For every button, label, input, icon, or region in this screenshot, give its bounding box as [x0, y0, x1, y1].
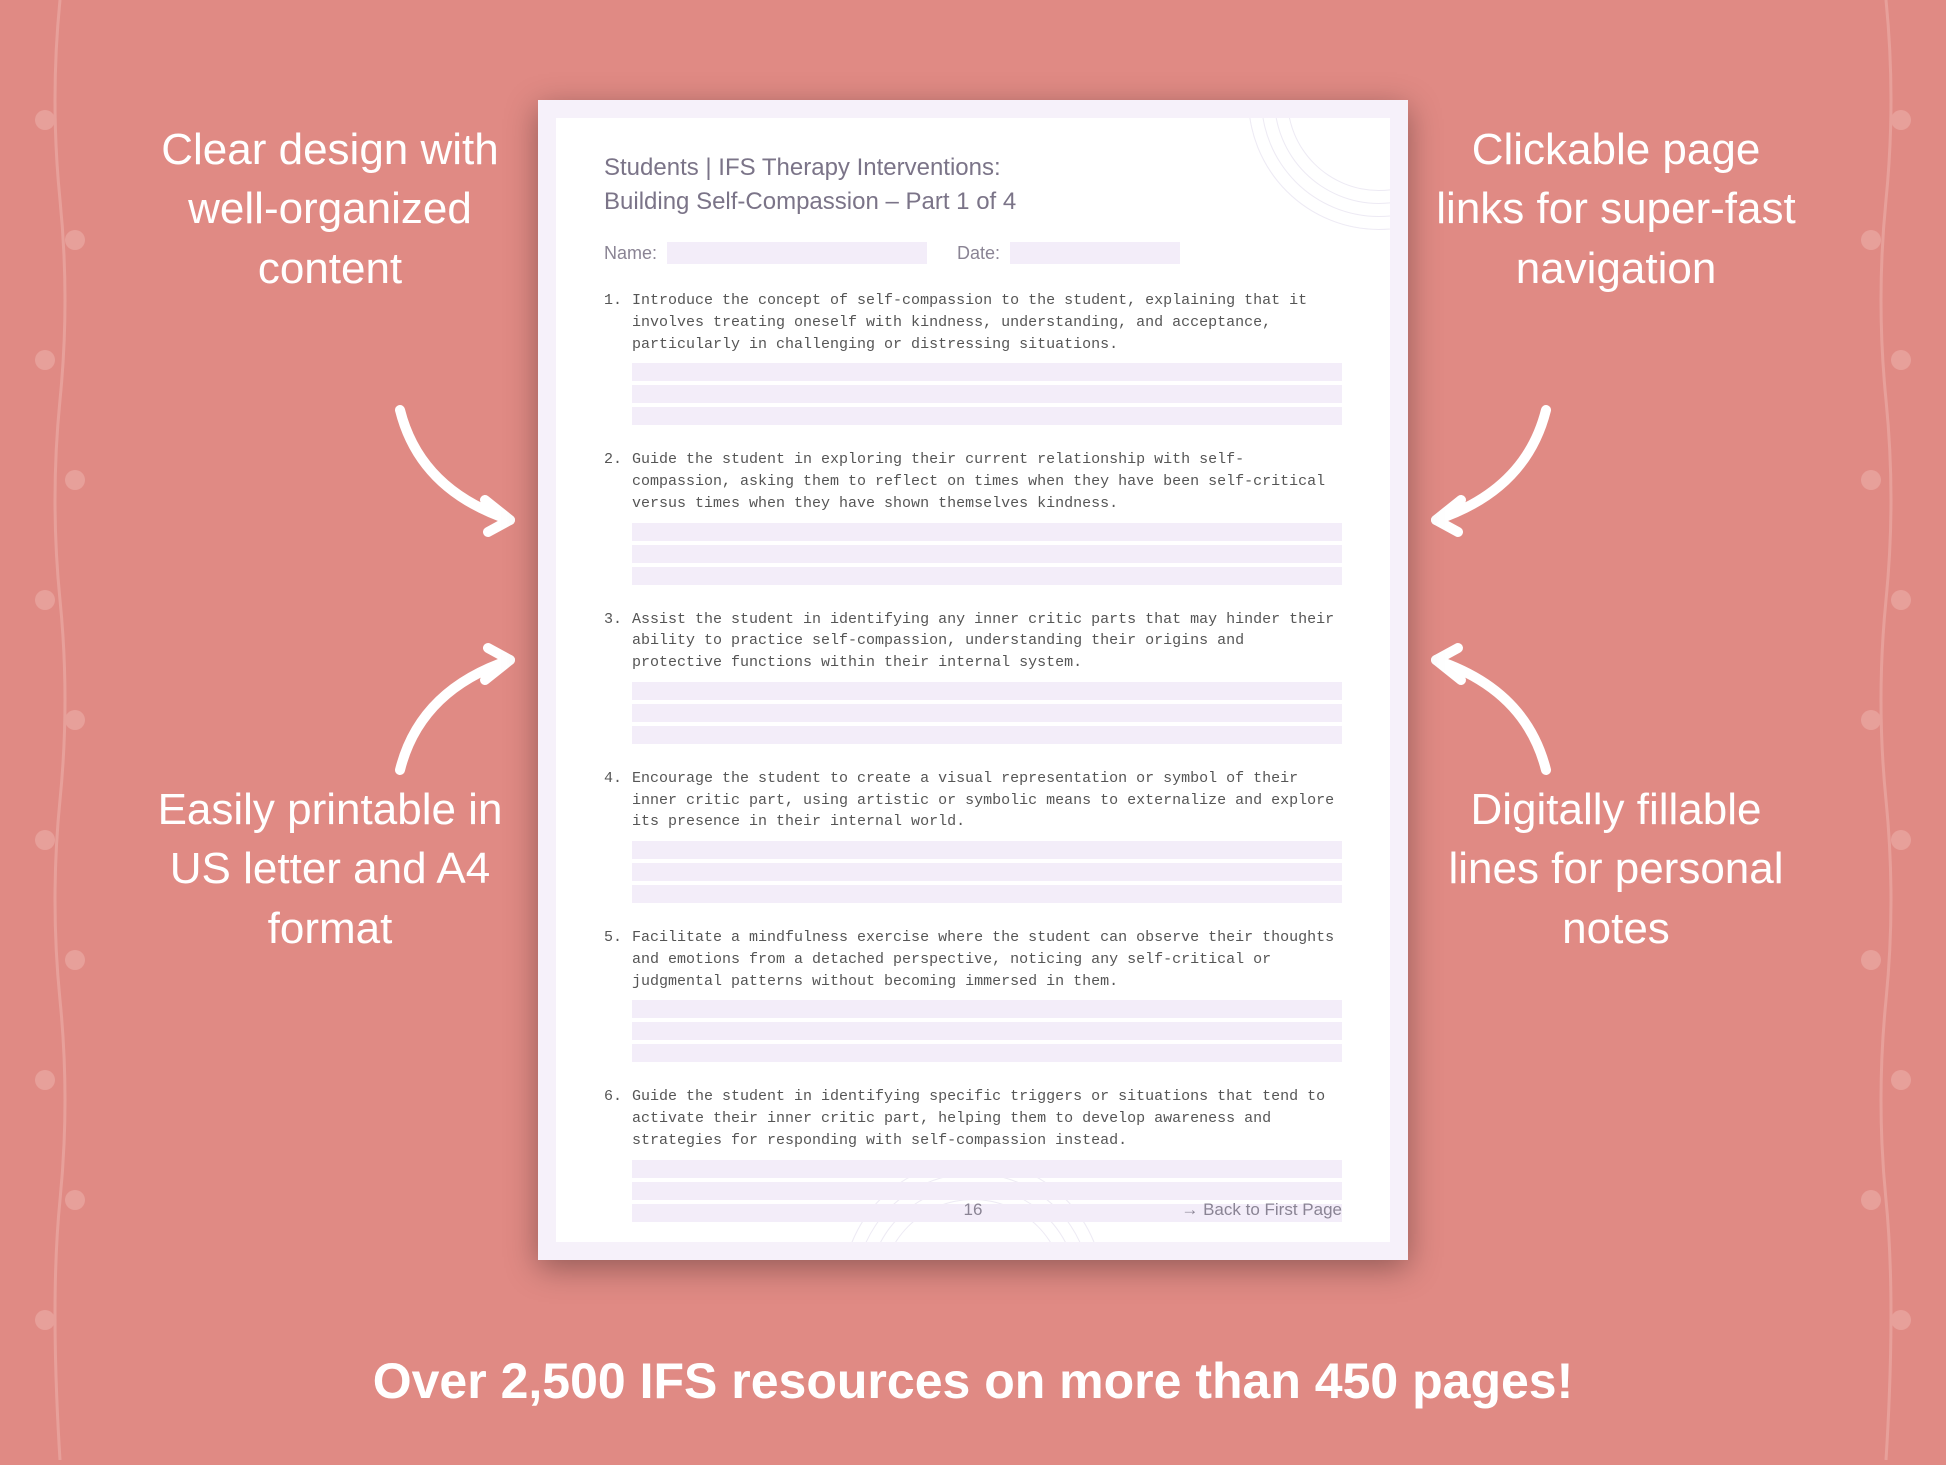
- document-inner: Students | IFS Therapy Interventions: Bu…: [556, 118, 1390, 1242]
- step-number: 1.: [604, 290, 622, 439]
- step-number: 3.: [604, 609, 622, 758]
- arrow-bottom-right-icon: [1406, 630, 1566, 790]
- step-text: Introduce the concept of self-compassion…: [632, 290, 1342, 355]
- step-2: 2. Guide the student in exploring their …: [604, 449, 1342, 598]
- steps-list: 1. Introduce the concept of self-compass…: [604, 290, 1342, 1236]
- callout-bottom-right: Digitally fillable lines for personal no…: [1436, 780, 1796, 958]
- step-number: 2.: [604, 449, 622, 598]
- step-number: 5.: [604, 927, 622, 1076]
- page-number: 16: [964, 1200, 983, 1220]
- callout-bottom-left: Easily printable in US letter and A4 for…: [150, 780, 510, 958]
- name-field-group: Name:: [604, 242, 927, 264]
- fill-lines[interactable]: [632, 523, 1342, 585]
- name-label: Name:: [604, 243, 657, 264]
- step-3: 3. Assist the student in identifying any…: [604, 609, 1342, 758]
- arrow-top-left-icon: [380, 390, 540, 550]
- step-text: Guide the student in exploring their cur…: [632, 449, 1342, 514]
- fill-lines[interactable]: [632, 841, 1342, 903]
- step-1: 1. Introduce the concept of self-compass…: [604, 290, 1342, 439]
- page-footer: 16 → Back to First Page: [604, 1200, 1342, 1220]
- step-number: 4.: [604, 768, 622, 917]
- decorative-vine-right: [1846, 0, 1926, 1460]
- callout-top-right: Clickable page links for super-fast navi…: [1436, 120, 1796, 298]
- fill-lines[interactable]: [632, 1000, 1342, 1062]
- bottom-banner: Over 2,500 IFS resources on more than 45…: [0, 1352, 1946, 1410]
- fill-lines[interactable]: [632, 682, 1342, 744]
- name-input[interactable]: [667, 242, 927, 264]
- document-title: Students | IFS Therapy Interventions:: [604, 154, 1342, 182]
- back-to-first-link[interactable]: → Back to First Page: [1181, 1200, 1342, 1220]
- document-subtitle: Building Self-Compassion – Part 1 of 4: [604, 188, 1342, 216]
- step-text: Guide the student in identifying specifi…: [632, 1086, 1342, 1151]
- step-text: Encourage the student to create a visual…: [632, 768, 1342, 833]
- date-field-group: Date:: [957, 242, 1180, 264]
- date-input[interactable]: [1010, 242, 1180, 264]
- fill-lines[interactable]: [632, 363, 1342, 425]
- arrow-bottom-left-icon: [380, 630, 540, 790]
- arrow-top-right-icon: [1406, 390, 1566, 550]
- date-label: Date:: [957, 243, 1000, 264]
- step-text: Assist the student in identifying any in…: [632, 609, 1342, 674]
- callout-top-left: Clear design with well-organized content: [150, 120, 510, 298]
- decorative-vine-left: [20, 0, 100, 1460]
- document-page: Students | IFS Therapy Interventions: Bu…: [538, 100, 1408, 1260]
- step-5: 5. Facilitate a mindfulness exercise whe…: [604, 927, 1342, 1076]
- step-4: 4. Encourage the student to create a vis…: [604, 768, 1342, 917]
- meta-row: Name: Date:: [604, 242, 1342, 264]
- step-text: Facilitate a mindfulness exercise where …: [632, 927, 1342, 992]
